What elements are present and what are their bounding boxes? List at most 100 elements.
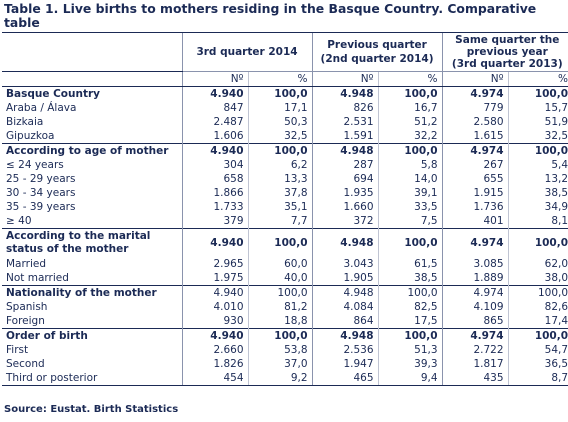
cell-count: 1.905 [311,271,379,286]
row-label: Araba / Álava [6,102,77,114]
row-label: According to the marital status of the m… [2,228,182,257]
cell-percent: 100,0 [507,285,568,300]
table-row: Gipuzkoa 1.606 32,5 1.591 32,2 1.615 32,5 [2,129,568,144]
cell-percent: 32,5 [507,129,568,144]
table-group-row: Order of birth 4.940 100,0 4.948 100,0 4.974 1… [2,328,568,343]
row-label: 35 - 39 years [6,201,76,213]
row-label: Bizkaia [6,116,44,128]
cell-count: 4.940 [181,328,248,343]
cell-percent: 18,8 [247,314,313,329]
table-row: 25 - 29 years 658 13,3 694 14,0 655 13,2 [2,172,568,186]
row-label: 25 - 29 years [6,173,76,185]
cell-count: 3.085 [441,257,509,271]
cell-count: 1.660 [311,200,379,214]
cell-percent: 17,1 [247,101,313,115]
cell-count: 1.615 [441,129,509,144]
cell-count: 4.940 [181,143,248,158]
cell-count: 4.948 [311,285,379,300]
row-label: Third or posterior [2,371,182,386]
cell-percent: 39,3 [377,357,443,371]
cell-count: 930 [181,314,248,329]
subheader-pct: % [247,71,313,87]
row-label: Second [6,358,45,370]
row-label: Married [6,258,46,270]
cell-percent: 33,5 [377,200,443,214]
table-row: ≥ 40 379 7,7 372 7,5 401 8,1 [2,214,568,229]
cell-count: 2.660 [181,343,248,357]
cell-percent: 15,7 [507,101,568,115]
header-row: 3rd quarter 2014 Previous quarter (2nd q… [2,32,568,72]
cell-percent: 82,6 [507,300,568,314]
cell-count: 865 [441,314,509,329]
table-body: Basque Country 4.940 100,0 4.948 100,0 4.974 1… [2,86,568,386]
cell-count: 4.974 [441,228,509,257]
cell-count: 4.084 [311,300,379,314]
cell-percent: 38,5 [507,186,568,200]
col-group-previous-quarter: Previous quarter (2nd quarter 2014) [311,32,443,72]
cell-count: 4.948 [311,328,379,343]
cell-count: 465 [311,371,379,386]
table-row: Araba / Álava 847 17,1 826 16,7 779 15,7 [2,101,568,115]
cell-count: 1.889 [441,271,509,286]
cell-count: 1.866 [181,186,248,200]
cell-percent: 100,0 [507,228,568,257]
table-row: Spanish 4.010 81,2 4.084 82,5 4.109 82,6 [2,300,568,314]
subheader-n: Nº [311,71,379,87]
subheader-pct: % [377,71,443,87]
cell-percent: 37,0 [247,357,313,371]
cell-percent: 100,0 [377,328,443,343]
cell-percent: 14,0 [377,172,443,186]
corner-cell [2,32,182,72]
cell-percent: 13,3 [247,172,313,186]
cell-count: 2.487 [181,115,248,129]
cell-count: 4.948 [311,228,379,257]
table-row: Bizkaia 2.487 50,3 2.531 51,2 2.580 51,9 [2,115,568,129]
cell-percent: 36,5 [507,357,568,371]
cell-count: 4.974 [441,86,509,101]
cell-percent: 8,1 [507,214,568,229]
cell-percent: 32,5 [247,129,313,144]
cell-percent: 34,9 [507,200,568,214]
row-label: ≥ 40 [6,215,32,227]
row-label: ≤ 24 years [6,159,64,171]
row-label: According to age of mother [2,143,182,158]
cell-count: 4.948 [311,86,379,101]
table-row: Third or posterior 454 9,2 465 9,4 435 8,7 [2,371,568,386]
cell-percent: 17,5 [377,314,443,329]
cell-percent: 100,0 [507,86,568,101]
cell-percent: 7,5 [377,214,443,229]
cell-percent: 9,4 [377,371,443,386]
cell-percent: 51,9 [507,115,568,129]
cell-percent: 100,0 [377,228,443,257]
table-row: First 2.660 53,8 2.536 51,3 2.722 54,7 [2,343,568,357]
col-group-previous-line1: Previous quarter [327,39,427,51]
table-row: Second 1.826 37,0 1.947 39,3 1.817 36,5 [2,357,568,371]
cell-count: 435 [441,371,509,386]
cell-count: 1.975 [181,271,248,286]
row-label: Spanish [6,301,48,313]
cell-percent: 8,7 [507,371,568,386]
col-group-previous-year: Same quarter the previous year (3rd quar… [441,32,568,72]
cell-percent: 81,2 [247,300,313,314]
cell-count: 267 [441,158,509,172]
cell-percent: 50,3 [247,115,313,129]
cell-percent: 100,0 [377,285,443,300]
cell-count: 454 [181,371,248,386]
subheader-row: Nº % Nº % Nº % [2,71,568,87]
cell-percent: 17,4 [507,314,568,329]
row-label: Nationality of the mother [2,285,182,300]
table-group-row: Basque Country 4.940 100,0 4.948 100,0 4.974 1… [2,86,568,101]
cell-count: 779 [441,101,509,115]
row-label: Order of birth [2,328,182,343]
cell-percent: 16,7 [377,101,443,115]
cell-count: 1.733 [181,200,248,214]
cell-percent: 32,2 [377,129,443,144]
cell-count: 694 [311,172,379,186]
cell-count: 1.817 [441,357,509,371]
cell-percent: 100,0 [247,143,313,158]
row-label: Foreign [6,315,45,327]
births-table: 3rd quarter 2014 Previous quarter (2nd q… [2,32,568,386]
cell-percent: 100,0 [247,228,313,257]
cell-percent: 54,7 [507,343,568,357]
cell-count: 864 [311,314,379,329]
